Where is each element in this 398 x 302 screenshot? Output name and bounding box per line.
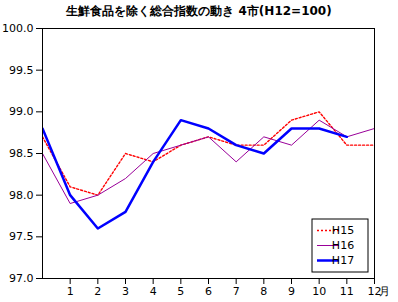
svg-text:H15: H15 (332, 224, 354, 237)
svg-text:H17: H17 (332, 254, 354, 267)
svg-text:11: 11 (340, 285, 354, 298)
svg-text:9: 9 (288, 285, 295, 298)
svg-text:12: 12 (367, 285, 382, 299)
svg-text:100.0: 100.0 (2, 22, 34, 35)
svg-text:10: 10 (312, 285, 326, 298)
svg-text:2: 2 (94, 285, 101, 298)
svg-text:3: 3 (122, 285, 129, 298)
svg-text:97.5: 97.5 (9, 230, 34, 243)
svg-text:5: 5 (177, 285, 184, 298)
svg-text:1: 1 (67, 285, 74, 298)
svg-text:97.0: 97.0 (9, 272, 34, 285)
svg-text:99.0: 99.0 (9, 105, 34, 118)
svg-text:7: 7 (233, 285, 240, 298)
svg-text:98.0: 98.0 (9, 189, 34, 202)
svg-text:8: 8 (260, 285, 267, 298)
svg-text:H16: H16 (332, 239, 354, 252)
svg-text:99.5: 99.5 (9, 64, 34, 77)
svg-text:98.5: 98.5 (9, 147, 34, 160)
svg-text:月: 月 (379, 285, 390, 298)
svg-text:4: 4 (150, 285, 157, 298)
html-text:生鮮食品を除く総合指数の動き 4市(H12=100): 生鮮食品を除く総合指数の動き 4市(H12=100) (66, 4, 332, 18)
svg-text:6: 6 (205, 285, 212, 298)
